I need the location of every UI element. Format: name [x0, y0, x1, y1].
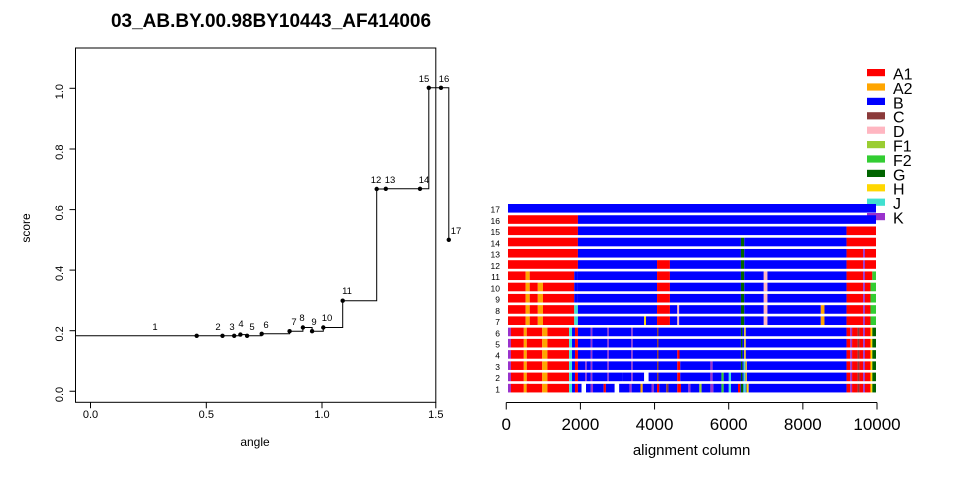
- svg-text:angle: angle: [240, 435, 270, 449]
- svg-text:12: 12: [371, 175, 382, 186]
- svg-text:1: 1: [152, 322, 157, 333]
- svg-text:K: K: [893, 211, 904, 228]
- svg-text:17: 17: [451, 226, 462, 237]
- svg-text:12: 12: [491, 261, 501, 271]
- svg-text:4000: 4000: [636, 415, 674, 434]
- svg-text:0.6: 0.6: [54, 205, 66, 220]
- svg-text:13: 13: [385, 175, 396, 186]
- svg-text:16: 16: [491, 216, 501, 226]
- svg-text:0: 0: [502, 415, 511, 434]
- svg-text:1.5: 1.5: [428, 409, 443, 421]
- svg-text:3: 3: [229, 322, 234, 333]
- svg-text:6: 6: [263, 320, 268, 331]
- svg-text:10: 10: [322, 313, 333, 324]
- svg-text:9: 9: [495, 295, 500, 305]
- svg-text:0.5: 0.5: [199, 409, 214, 421]
- svg-text:11: 11: [491, 272, 500, 282]
- svg-text:8: 8: [495, 306, 500, 316]
- svg-text:5: 5: [495, 340, 500, 350]
- svg-text:10000: 10000: [853, 415, 900, 434]
- svg-text:7: 7: [495, 317, 500, 327]
- svg-text:0.0: 0.0: [54, 387, 66, 402]
- svg-text:0.4: 0.4: [54, 266, 66, 281]
- svg-text:9: 9: [311, 317, 316, 328]
- svg-text:11: 11: [342, 286, 352, 297]
- svg-text:1.0: 1.0: [314, 409, 329, 421]
- svg-text:alignment column: alignment column: [633, 442, 751, 459]
- svg-text:score: score: [19, 213, 33, 243]
- svg-text:0.8: 0.8: [54, 145, 66, 160]
- svg-text:0.0: 0.0: [83, 409, 98, 421]
- svg-text:1: 1: [495, 385, 500, 395]
- svg-text:7: 7: [291, 317, 296, 328]
- svg-text:3: 3: [495, 362, 500, 372]
- svg-text:2: 2: [215, 322, 220, 333]
- svg-text:15: 15: [491, 227, 501, 237]
- svg-text:6000: 6000: [710, 415, 748, 434]
- svg-text:03_AB.BY.00.98BY10443_AF414006: 03_AB.BY.00.98BY10443_AF414006: [111, 11, 431, 32]
- svg-text:4: 4: [495, 351, 500, 361]
- svg-text:5: 5: [249, 322, 254, 333]
- svg-text:4: 4: [238, 319, 243, 330]
- svg-text:15: 15: [419, 74, 430, 85]
- svg-text:14: 14: [419, 175, 430, 186]
- svg-text:14: 14: [491, 238, 501, 248]
- svg-text:6: 6: [495, 328, 500, 338]
- svg-text:2: 2: [495, 373, 500, 383]
- svg-text:8: 8: [299, 313, 304, 324]
- svg-text:16: 16: [439, 74, 450, 85]
- svg-text:10: 10: [491, 283, 501, 293]
- svg-text:13: 13: [491, 250, 501, 260]
- svg-text:2000: 2000: [561, 415, 599, 434]
- svg-text:1.0: 1.0: [54, 84, 66, 99]
- svg-text:8000: 8000: [784, 415, 822, 434]
- svg-text:17: 17: [491, 205, 501, 215]
- svg-text:0.2: 0.2: [54, 326, 66, 341]
